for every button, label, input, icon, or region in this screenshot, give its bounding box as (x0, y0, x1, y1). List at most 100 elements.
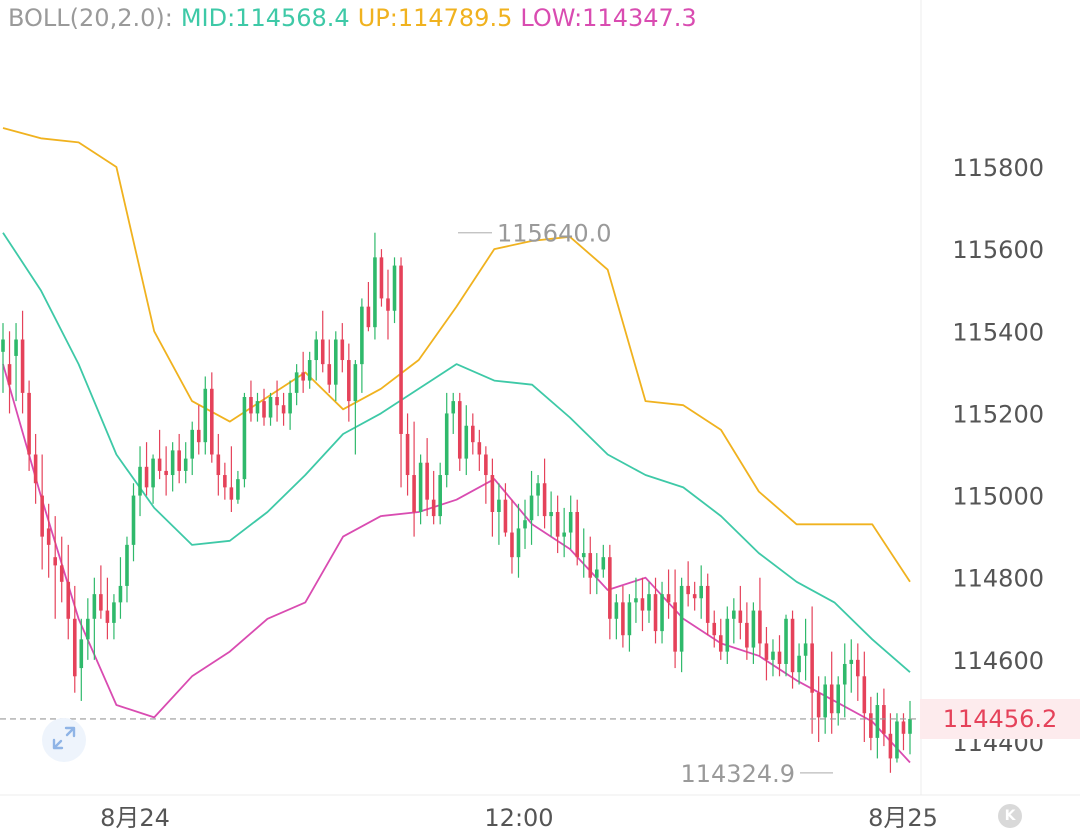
candle-body (627, 602, 632, 636)
candle (862, 651, 867, 742)
candle (601, 544, 606, 578)
candle-body (875, 705, 880, 738)
candle-body (412, 475, 416, 512)
candle (732, 598, 736, 644)
candle-body (816, 692, 821, 718)
candle-body (686, 585, 690, 595)
candle-body (105, 610, 110, 623)
bollinger-bands (2, 127, 911, 764)
candle (875, 692, 880, 759)
price-tick-label: 114600 (952, 647, 1044, 675)
candle-body (242, 397, 247, 480)
candle-body (14, 339, 18, 356)
candle-body (294, 372, 299, 393)
candle (236, 470, 240, 504)
price-tick-label: 115000 (952, 483, 1044, 511)
candle-body (516, 528, 521, 558)
candle (614, 594, 619, 640)
candle (810, 606, 814, 734)
candle-body (333, 339, 338, 385)
candle (20, 310, 25, 414)
candle-body (503, 499, 508, 533)
candle (699, 565, 703, 619)
candle (594, 553, 599, 595)
candle (314, 331, 319, 381)
candle (46, 503, 51, 578)
candle (157, 429, 162, 480)
candle (386, 269, 390, 340)
candle-body (353, 364, 358, 402)
candle (347, 343, 351, 422)
candle-body (823, 684, 827, 718)
candle (333, 331, 338, 402)
candle-body (673, 602, 677, 652)
candle (72, 585, 77, 693)
candle (183, 442, 188, 484)
candle (536, 475, 540, 517)
candle (660, 581, 664, 644)
candle (869, 696, 873, 751)
candle (738, 585, 743, 640)
candle (888, 713, 893, 773)
candle-body (112, 602, 116, 623)
candle (549, 491, 553, 537)
candle (229, 446, 234, 512)
candle-body (451, 401, 456, 414)
candle (490, 458, 495, 537)
candle-body (307, 360, 312, 381)
candle-body (288, 392, 292, 414)
candle (216, 433, 221, 496)
candle-body (745, 622, 749, 648)
candle (457, 392, 462, 471)
candle (640, 577, 645, 632)
candle-body (784, 618, 788, 664)
price-tick-label: 115200 (952, 400, 1044, 428)
candle (758, 577, 762, 656)
candle-body (738, 610, 743, 623)
candle-body (170, 450, 175, 476)
candle-body (523, 520, 527, 529)
time-tick-label: 12:00 (484, 804, 553, 832)
candle-body (66, 581, 71, 619)
candle-body (549, 512, 553, 517)
candle (627, 594, 632, 652)
candle-body (262, 401, 266, 418)
candle-body (653, 594, 658, 632)
candle (438, 462, 442, 525)
candle (679, 577, 684, 673)
candle (803, 618, 808, 681)
candle (692, 581, 697, 611)
candle-body (216, 454, 221, 476)
candle-body (33, 454, 38, 484)
candle (40, 454, 44, 570)
candle-body (764, 643, 769, 660)
boll-up-line (2, 127, 911, 583)
candle-body (438, 475, 442, 517)
price-tick-label: 115400 (952, 318, 1044, 346)
candle (444, 392, 449, 488)
candle-body (647, 594, 651, 611)
candle-body (275, 397, 279, 406)
candle-body (536, 483, 540, 496)
candles[interactable] (1, 232, 912, 773)
candle (373, 232, 377, 340)
candle-body (40, 495, 44, 537)
candle-body (842, 663, 847, 685)
candle-body (621, 602, 625, 636)
candle (125, 536, 129, 603)
candle (477, 429, 482, 471)
candle-body (314, 339, 319, 361)
candle (14, 323, 18, 402)
candle-body (255, 401, 260, 414)
candle (882, 688, 886, 747)
candle-body (555, 512, 560, 537)
candle-body (268, 397, 273, 418)
expand-button[interactable] (42, 718, 86, 762)
candle (33, 433, 38, 504)
boll-legend: BOLL(20,2.0): MID:114568.4 UP:114789.5 LOW:… (8, 4, 705, 32)
candle-body (373, 257, 377, 328)
candle (340, 323, 345, 373)
candle (771, 639, 775, 677)
candle (836, 676, 841, 726)
